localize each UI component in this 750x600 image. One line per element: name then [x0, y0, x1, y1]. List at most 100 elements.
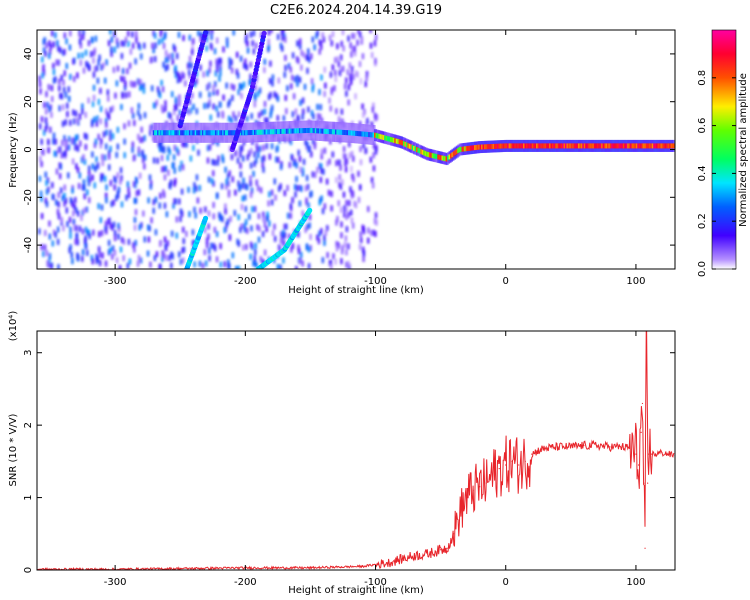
spectrogram-noise-cell [294, 191, 297, 198]
spectrogram-noise-cell [244, 37, 248, 44]
spectrogram-noise-cell [116, 126, 120, 133]
spectrogram-noise-cell [170, 118, 174, 125]
spectrogram-noise-cell [338, 174, 342, 181]
spectrogram-noise-cell [249, 31, 253, 38]
spectrogram-noise-cell [281, 233, 285, 240]
spectrogram-noise-cell [181, 257, 185, 264]
spectrogram-noise-cell [91, 174, 94, 181]
spectrogram-noise-cell [111, 253, 114, 260]
spectrogram-noise-cell [67, 95, 71, 102]
spectrogram-noise-cell [293, 76, 297, 83]
spectrogram-noise-cell [56, 226, 60, 233]
spectrogram-noise-cell [86, 229, 89, 236]
spectrogram-noise-cell [146, 250, 150, 257]
spectrogram-noise-cell [226, 41, 229, 48]
spectrogram-noise-cell [202, 71, 205, 78]
spectrogram-noise-cell [74, 238, 77, 245]
spectrogram-noise-cell [330, 205, 333, 212]
spectrogram-noise-cell [110, 224, 114, 231]
spectrogram-noise-cell [228, 234, 232, 241]
spectrogram-noise-cell [208, 255, 211, 262]
spectrogram-noise-cell [176, 149, 180, 156]
spectrogram-noise-cell [44, 126, 47, 133]
spectrogram-noise-cell [295, 265, 298, 269]
spectrogram-noise-cell [113, 31, 116, 38]
spectrogram-noise-cell [199, 64, 202, 71]
spectrogram-noise-cell [267, 200, 270, 207]
spectrogram-y-tick-label: -40 [23, 237, 34, 253]
spectrogram-noise-cell [341, 244, 344, 251]
spectrogram-noise-cell [86, 189, 89, 196]
spectrogram-y-tick-label: 20 [23, 95, 34, 108]
spectrogram-noise-cell [207, 82, 210, 89]
spectrogram-noise-cell [205, 237, 209, 244]
spectrogram-noise-cell [72, 58, 75, 65]
spectrogram-noise-cell [174, 198, 178, 205]
spectrogram-noise-cell [71, 158, 75, 165]
spectrogram-noise-cell [57, 147, 60, 154]
spectrogram-noise-cell [290, 154, 294, 161]
spectrogram-noise-cell [147, 224, 150, 231]
spectrogram-noise-cell [234, 189, 237, 196]
spectrogram-noise-cell [99, 138, 103, 145]
spectrogram-noise-cell [352, 74, 355, 81]
spectrogram-noise-cell [120, 75, 123, 82]
spectrogram-noise-cell [141, 156, 145, 163]
spectrogram-noise-cell [165, 211, 169, 218]
spectrogram-noise-cell [109, 145, 112, 152]
spectrogram-noise-cell [256, 185, 260, 192]
spectrogram-noise-cell [192, 103, 195, 110]
spectrogram-noise-cell [331, 151, 335, 158]
spectrogram-noise-cell [100, 230, 104, 237]
spectrogram-noise-cell [356, 71, 359, 78]
spectrogram-noise-cell [91, 119, 94, 126]
spectrogram-noise-cell [139, 83, 143, 90]
spectrogram-noise-cell [234, 265, 238, 269]
spectrogram-noise-cell [154, 229, 158, 236]
snr-y-tick-label: 3 [23, 350, 34, 356]
spectrogram-noise-cell [113, 249, 117, 256]
spectrogram-noise-cell [263, 117, 267, 124]
spectrogram-noise-cell [50, 30, 54, 37]
spectrogram-noise-cell [45, 42, 48, 49]
spectrogram-noise-cell [177, 31, 181, 38]
spectrogram-noise-cell [328, 158, 331, 165]
spectrogram-noise-cell [284, 94, 288, 101]
spectrogram-noise-cell [239, 226, 242, 233]
spectrogram-noise-cell [228, 170, 231, 177]
spectrogram-noise-cell [176, 77, 180, 84]
spectrogram-noise-cell [149, 129, 152, 136]
spectrogram-noise-cell [93, 141, 97, 148]
spectrogram-noise-cell [240, 223, 243, 230]
spectrogram-noise-cell [347, 99, 350, 106]
spectrogram-noise-cell [181, 140, 184, 147]
spectrogram-noise-cell [232, 111, 235, 118]
spectrogram-noise-cell [131, 81, 134, 88]
spectrogram-noise-cell [77, 52, 80, 59]
spectrogram-noise-cell [162, 42, 166, 49]
spectrogram-noise-cell [374, 212, 378, 219]
spectrogram-noise-cell [362, 256, 365, 263]
spectrogram-noise-cell [155, 99, 159, 106]
spectrogram-noise-cell [127, 186, 130, 193]
spectrogram-noise-cell [365, 74, 368, 81]
spectrogram-noise-cell [69, 30, 72, 37]
spectrogram-noise-cell [262, 216, 265, 223]
spectrogram-noise-cell [282, 240, 286, 247]
spectrogram-noise-cell [99, 106, 103, 113]
spectrogram-noise-cell [215, 58, 218, 65]
spectrogram-noise-cell [271, 74, 275, 81]
spectrogram-noise-cell [375, 114, 379, 121]
spectrogram-noise-cell [225, 183, 228, 190]
spectrogram-noise-cell [44, 197, 48, 204]
spectrogram-noise-cell [308, 214, 312, 221]
spectrogram-noise-cell [347, 260, 350, 267]
spectrogram-noise-cell [251, 206, 254, 213]
spectrogram-noise-cell [203, 227, 207, 234]
spectrogram-noise-cell [265, 143, 269, 150]
spectrogram-noise-cell [84, 226, 88, 233]
spectrogram-noise-cell [372, 142, 376, 149]
spectrogram-noise-cell [345, 206, 348, 213]
spectrogram-noise-cell [91, 151, 94, 158]
spectrogram-noise-cell [120, 53, 124, 60]
